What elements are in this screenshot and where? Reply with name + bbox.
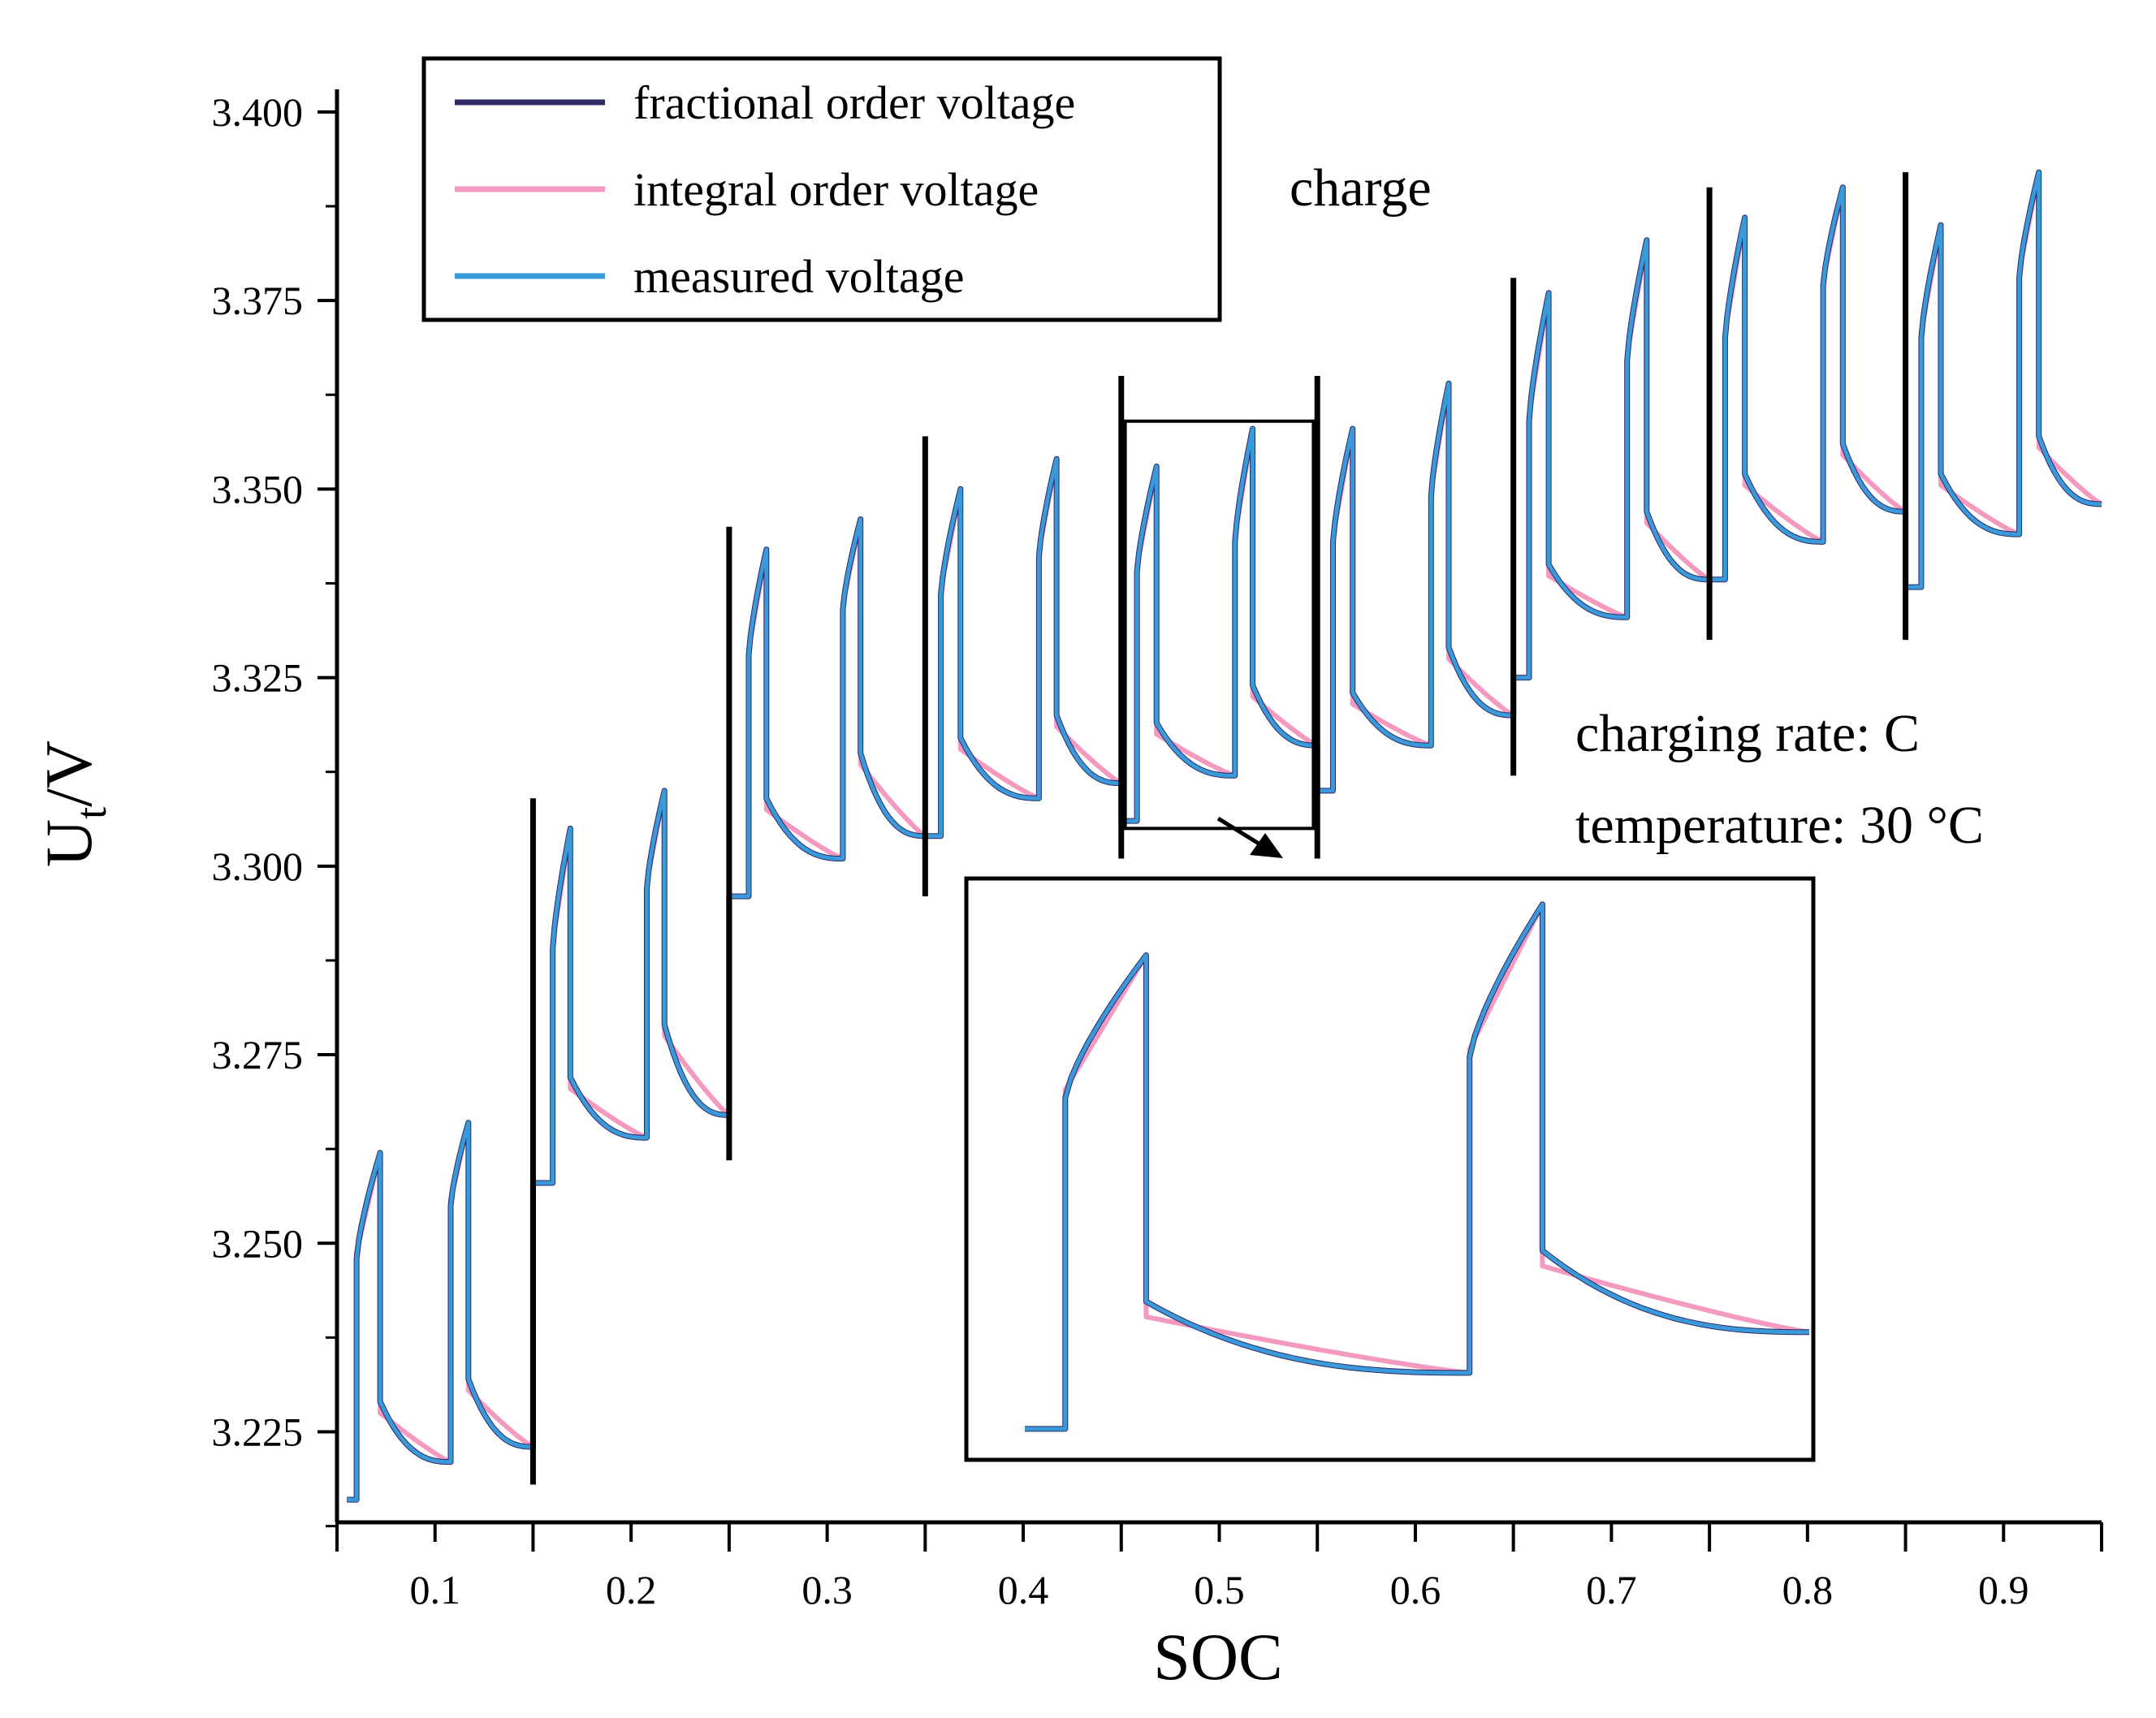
- x-tick-label: 0.8: [1782, 1567, 1834, 1612]
- zoom-source-rect: [1123, 419, 1316, 831]
- segment-boundary-lines: [529, 172, 1909, 1485]
- y-tick-label: 3.325: [212, 655, 304, 701]
- zoom-source-box: [1123, 419, 1316, 831]
- y-tick-label: 3.225: [212, 1409, 304, 1455]
- legend-label-measured: measured voltage: [633, 250, 964, 303]
- x-tick-label: 0.1: [409, 1567, 460, 1612]
- zoom-arrow-head: [1250, 833, 1283, 858]
- y-axis-title-main: U: [32, 819, 106, 867]
- annotation-temperature: temperature: 30 °C: [1575, 796, 1984, 855]
- y-tick-label: 3.275: [212, 1032, 304, 1077]
- legend-label-fractional: fractional order voltage: [633, 76, 1075, 129]
- x-tick-label: 0.2: [606, 1567, 657, 1612]
- main-plot-curves: [347, 169, 2103, 1503]
- measured-voltage-line: [347, 170, 2102, 1502]
- x-tick-label: 0.3: [801, 1567, 853, 1612]
- legend: fractional order voltage integral order …: [421, 56, 1222, 322]
- x-tick-label: 0.4: [998, 1567, 1049, 1612]
- x-tick-label: 0.6: [1390, 1567, 1441, 1612]
- y-tick-label: 3.350: [212, 466, 304, 512]
- legend-label-integral: integral order voltage: [633, 163, 1039, 216]
- y-tick-label: 3.300: [212, 844, 304, 889]
- y-tick-label: 3.375: [212, 278, 304, 323]
- y-axis-title: Ut/V: [32, 740, 115, 867]
- inset-measured-line: [1025, 902, 1809, 1431]
- axis-ticks: 0.1 0.2 0.3 0.4 0.5 0.6 0.7 0.8 0.9 3.225 3.250 3.2…: [212, 89, 2103, 1612]
- y-tick-label: 3.250: [212, 1220, 304, 1266]
- x-tick-label: 0.9: [1978, 1567, 2029, 1612]
- annotation-charge: charge: [1290, 158, 1432, 218]
- y-tick-label: 3.400: [212, 89, 304, 135]
- inset-zoom-plot: [964, 876, 1816, 1462]
- inset-curves: [1025, 901, 1810, 1432]
- zoom-arrow-shaft: [1216, 816, 1264, 848]
- y-axis-title-tail: /V: [32, 740, 106, 807]
- x-axis-title: SOC: [1153, 1620, 1283, 1694]
- x-tick-label: 0.5: [1194, 1567, 1245, 1612]
- y-axis-title-sub: t: [67, 807, 115, 819]
- annotation-charging-rate: charging rate: C: [1575, 704, 1920, 763]
- x-tick-label: 0.7: [1586, 1567, 1637, 1612]
